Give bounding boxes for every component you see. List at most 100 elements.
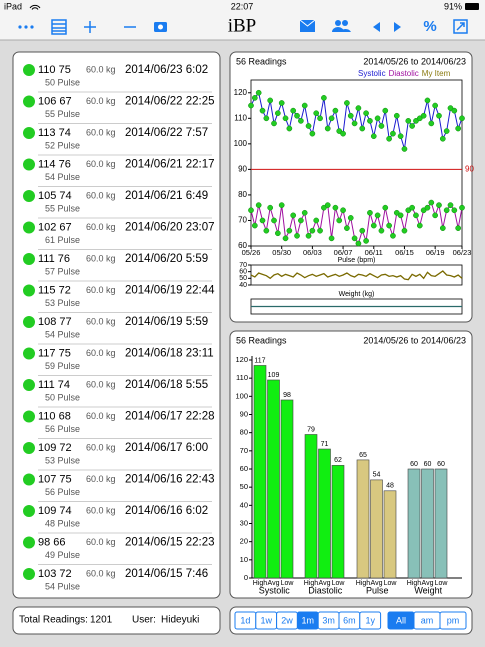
data-point	[363, 238, 369, 244]
reading-time: 2014/06/16 6:02	[125, 505, 208, 517]
chart-subtitle: 2014/05/26 to 2014/06/23	[363, 56, 466, 66]
group-label: Pulse	[366, 585, 389, 595]
data-point	[286, 125, 293, 132]
bar	[331, 465, 345, 579]
camera-button[interactable]	[154, 22, 167, 32]
reading-bp: 113 74	[38, 127, 71, 139]
data-point	[436, 112, 442, 119]
data-point	[251, 95, 258, 101]
reading-weight: 60.0 kg	[86, 474, 116, 484]
segment-label[interactable]: 1d	[240, 615, 250, 625]
data-point	[332, 107, 339, 114]
data-point	[321, 95, 327, 101]
data-point	[248, 102, 254, 109]
reading-weight: 60.0 kg	[86, 190, 116, 200]
reading-pulse: 61 Pulse	[45, 235, 80, 245]
bar	[253, 365, 267, 579]
y-tick-label: 120	[235, 355, 248, 364]
data-point	[386, 222, 392, 229]
data-point	[416, 222, 423, 229]
bar-value-label: 60	[410, 461, 418, 468]
reading-time: 2014/06/22 22:25	[125, 96, 215, 108]
bar	[304, 434, 318, 579]
data-point	[271, 217, 277, 224]
battery-level: 91%	[444, 1, 462, 11]
status-dot	[23, 568, 35, 580]
segment-label[interactable]: 3m	[322, 615, 335, 625]
y-tick-label: 80	[238, 190, 247, 199]
users-button[interactable]	[332, 20, 351, 32]
reading-time: 2014/06/18 5:55	[125, 379, 208, 391]
data-point	[451, 207, 458, 214]
y-tick-label: 100	[235, 391, 248, 400]
top-bar	[0, 0, 485, 40]
data-point	[332, 204, 339, 211]
segment-label[interactable]: 6m	[343, 615, 356, 625]
data-point	[370, 133, 377, 140]
segment-button[interactable]	[359, 611, 382, 630]
reading-pulse: 53 Pulse	[45, 298, 80, 308]
bar-value-label: 98	[283, 392, 291, 399]
reading-pulse: 57 Pulse	[45, 266, 80, 276]
prev-button[interactable]	[373, 22, 380, 32]
segment-label[interactable]: pm	[447, 615, 460, 625]
bar	[421, 468, 434, 579]
mini-chart-title: Pulse (bpm)	[338, 257, 376, 264]
segment-label[interactable]: 1w	[260, 615, 272, 625]
data-point	[282, 115, 289, 122]
data-point	[420, 112, 427, 119]
user-label: User:	[132, 615, 156, 626]
list-button[interactable]	[51, 19, 67, 35]
data-point	[359, 227, 366, 234]
bar	[318, 448, 331, 579]
segment-label[interactable]: 1y	[365, 615, 375, 625]
add-button[interactable]	[84, 21, 96, 33]
reading-time: 2014/06/21 22:17	[125, 159, 215, 171]
expand-button[interactable]	[453, 19, 468, 34]
segment-button[interactable]	[439, 611, 467, 630]
reading-bp: 114 76	[38, 158, 71, 170]
mail-button[interactable]	[299, 19, 316, 32]
x-tick-label: Avg	[268, 580, 280, 587]
bar	[434, 468, 448, 579]
menu-button[interactable]	[18, 25, 34, 29]
data-point	[263, 227, 270, 234]
bar	[267, 379, 280, 579]
data-point	[428, 199, 435, 206]
segment-label[interactable]: am	[421, 615, 434, 625]
reading-weight: 60.0 kg	[86, 96, 116, 106]
data-point	[328, 115, 335, 122]
data-point	[428, 120, 435, 127]
data-point	[344, 100, 350, 106]
data-point	[370, 222, 377, 229]
data-point	[359, 125, 366, 132]
y-tick-label: 70	[240, 446, 248, 455]
data-point	[317, 227, 323, 234]
group-label: Diastolic	[308, 585, 343, 595]
reading-pulse: 54 Pulse	[45, 172, 80, 182]
segment-label[interactable]: All	[396, 615, 406, 625]
data-point	[374, 212, 381, 219]
data-point	[413, 212, 419, 219]
segment-label[interactable]: 1m	[302, 615, 315, 625]
data-point	[424, 204, 431, 211]
data-point	[405, 118, 412, 124]
status-dot	[23, 127, 35, 139]
group-label: Weight	[414, 585, 442, 595]
reading-pulse: 53 Pulse	[45, 455, 80, 465]
status-dot	[23, 536, 35, 549]
next-button[interactable]	[394, 22, 401, 32]
data-point	[309, 227, 316, 234]
data-point	[367, 118, 373, 124]
data-point	[344, 225, 350, 231]
data-point	[409, 204, 415, 211]
y-tick-label: 50	[239, 275, 247, 282]
data-point	[305, 123, 312, 129]
x-tick-label: High	[253, 580, 268, 587]
bar-value-label: 62	[334, 457, 342, 464]
segment-label[interactable]: 2w	[281, 615, 293, 625]
y-tick-label: 0	[244, 573, 248, 582]
percent-button[interactable]: %	[423, 18, 436, 35]
x-tick-label: 06/03	[303, 248, 322, 257]
data-point	[439, 135, 446, 142]
